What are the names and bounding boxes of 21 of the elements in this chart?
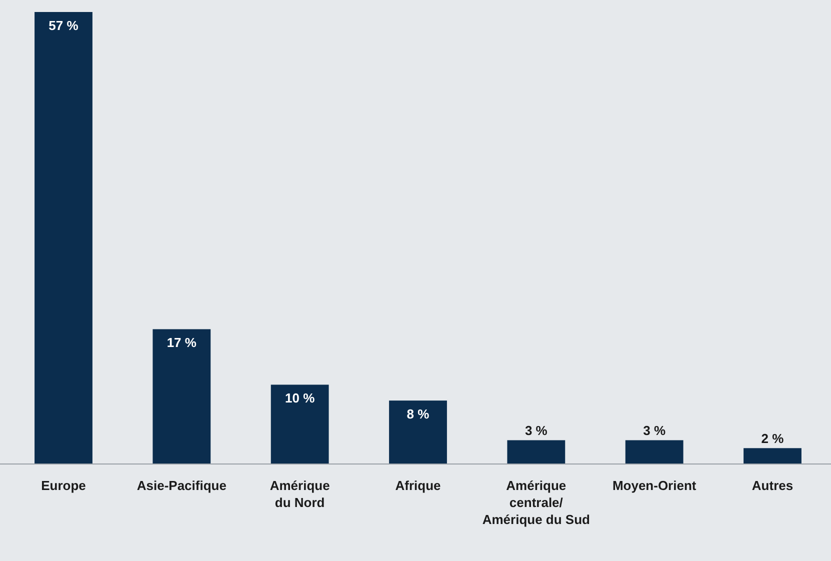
data-label: 10 % [285, 390, 316, 406]
x-tick-label: Europe [41, 478, 86, 493]
data-label: 8 % [406, 406, 430, 422]
x-tick-label: Afrique [395, 478, 441, 493]
bar [744, 448, 802, 464]
bar [34, 12, 92, 464]
bar [270, 384, 329, 464]
bar [389, 400, 447, 464]
x-tick-label: Asie-Pacifique [136, 478, 226, 493]
x-tick-label: Amérique centrale/ Amérique du Sud [482, 478, 590, 527]
data-label: 3 % [524, 423, 548, 438]
bar [625, 440, 684, 464]
data-label: 57 % [48, 18, 79, 33]
data-label: 2 % [761, 431, 784, 446]
x-tick-label: Autres [752, 478, 794, 493]
x-tick-label: Moyen-Orient [612, 478, 697, 493]
bar [152, 329, 211, 464]
bar [507, 440, 566, 464]
data-label: 3 % [643, 423, 666, 438]
x-tick-label: Amérique du Nord [270, 478, 330, 510]
data-label: 17 % [166, 335, 197, 350]
